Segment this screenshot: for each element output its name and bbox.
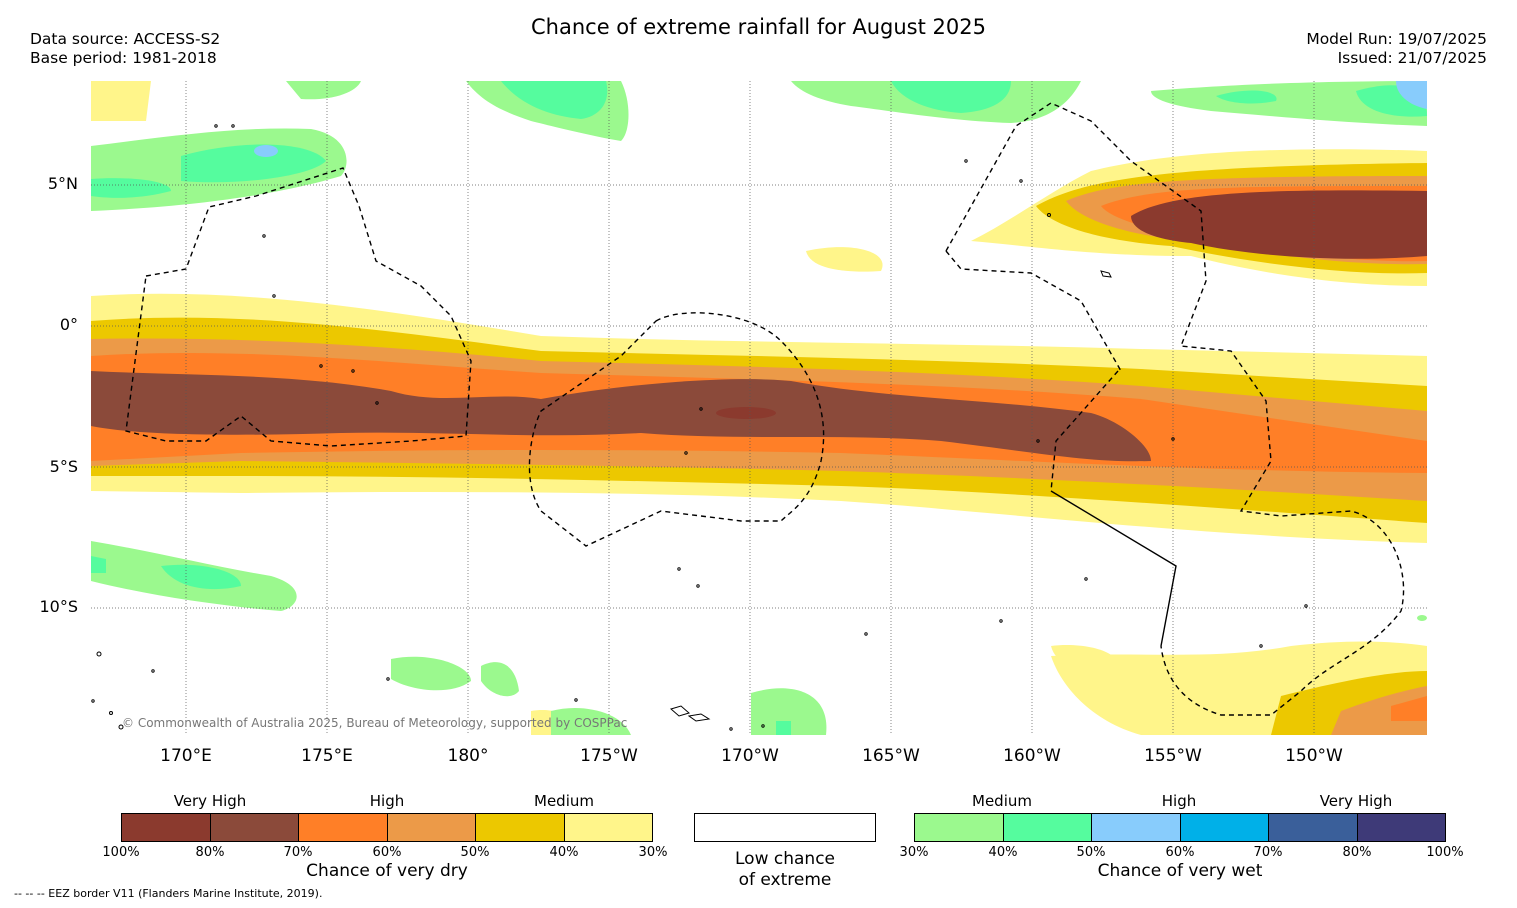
wet-tick-60: 60%: [1165, 845, 1195, 860]
lon-label-170w: 170°W: [721, 746, 779, 766]
eez-solid-border: [1050, 490, 1177, 647]
lat-label-10s: 10°S: [39, 597, 78, 616]
lat-label-5n: 5°N: [47, 174, 78, 193]
wet-swatch-3: [1092, 814, 1181, 841]
wet-tick-40: 40%: [988, 845, 1018, 860]
wet-tick-50: 50%: [1076, 845, 1106, 860]
dry-swatch-2: [210, 814, 299, 841]
dry-colorbar: [121, 813, 653, 842]
dry-swatch-4: [387, 814, 476, 841]
copyright-text: © Commonwealth of Australia 2025, Bureau…: [122, 716, 628, 730]
wet-anomaly-layer: [91, 81, 1427, 735]
wet-swatch-6: [1357, 814, 1445, 841]
neutral-swatch: [694, 813, 876, 842]
eez-footnote: -- -- -- EEZ border V11 (Flanders Marine…: [14, 887, 323, 900]
eez-borders: [125, 102, 1405, 716]
islands: [91, 124, 1308, 731]
dry-swatch-3: [299, 814, 388, 841]
dry-tick-60: 60%: [372, 845, 402, 860]
wet-category-medium: Medium: [972, 792, 1032, 810]
map-canvas: [91, 81, 1427, 735]
dry-swatch-1: [122, 814, 211, 841]
dry-swatch-6: [564, 814, 652, 841]
graticule: [91, 81, 1427, 735]
data-info: Data source: ACCESS-S2 Base period: 1981…: [30, 30, 220, 68]
wet-colorbar: [914, 813, 1446, 842]
dry-anomaly-layer: [91, 81, 1427, 735]
wet-tick-70: 70%: [1253, 845, 1283, 860]
rainfall-map: [91, 81, 1427, 735]
dry-tick-70: 70%: [283, 845, 313, 860]
wet-tick-30: 30%: [899, 845, 929, 860]
dry-legend-label: Chance of very dry: [306, 861, 468, 881]
neutral-label-line2: of extreme: [738, 870, 832, 890]
wet-legend-label: Chance of very wet: [1097, 861, 1263, 881]
lon-label-180: 180°: [447, 746, 489, 766]
run-info: Model Run: 19/07/2025 Issued: 21/07/2025: [1306, 30, 1487, 68]
dry-tick-40: 40%: [549, 845, 579, 860]
dry-tick-30: 30%: [638, 845, 668, 860]
wet-category-very-high: Very High: [1319, 792, 1393, 810]
neutral-label-line1: Low chance: [735, 849, 835, 869]
lon-label-175e: 175°E: [301, 746, 353, 766]
dry-tick-50: 50%: [460, 845, 490, 860]
dry-category-high: High: [369, 792, 405, 810]
lon-label-165w: 165°W: [862, 746, 920, 766]
data-source-text: Data source: ACCESS-S2: [30, 30, 221, 48]
lon-label-175w: 175°W: [580, 746, 638, 766]
wet-category-high: High: [1161, 792, 1197, 810]
issued-text: Issued: 21/07/2025: [1337, 49, 1487, 67]
dry-category-medium: Medium: [534, 792, 594, 810]
lon-label-150w: 150°W: [1285, 746, 1343, 766]
base-period-text: Base period: 1981-2018: [30, 49, 217, 67]
dry-tick-80: 80%: [195, 845, 225, 860]
lon-label-170e: 170°E: [160, 746, 212, 766]
dry-tick-100: 100%: [102, 845, 140, 860]
lon-label-155w: 155°W: [1144, 746, 1202, 766]
neutral-legend-label: Low chance of extreme: [694, 849, 876, 891]
wet-tick-80: 80%: [1342, 845, 1372, 860]
dry-swatch-5: [476, 814, 565, 841]
wet-swatch-4: [1180, 814, 1269, 841]
wet-swatch-5: [1269, 814, 1358, 841]
lat-label-5s: 5°S: [49, 457, 78, 476]
wet-tick-100: 100%: [1426, 845, 1464, 860]
model-run-text: Model Run: 19/07/2025: [1306, 30, 1487, 48]
wet-swatch-1: [915, 814, 1004, 841]
wet-swatch-2: [1003, 814, 1092, 841]
map-title: Chance of extreme rainfall for August 20…: [531, 15, 986, 39]
lon-label-160w: 160°W: [1003, 746, 1061, 766]
lat-label-0: 0°: [59, 315, 78, 334]
dry-category-very-high: Very High: [173, 792, 247, 810]
